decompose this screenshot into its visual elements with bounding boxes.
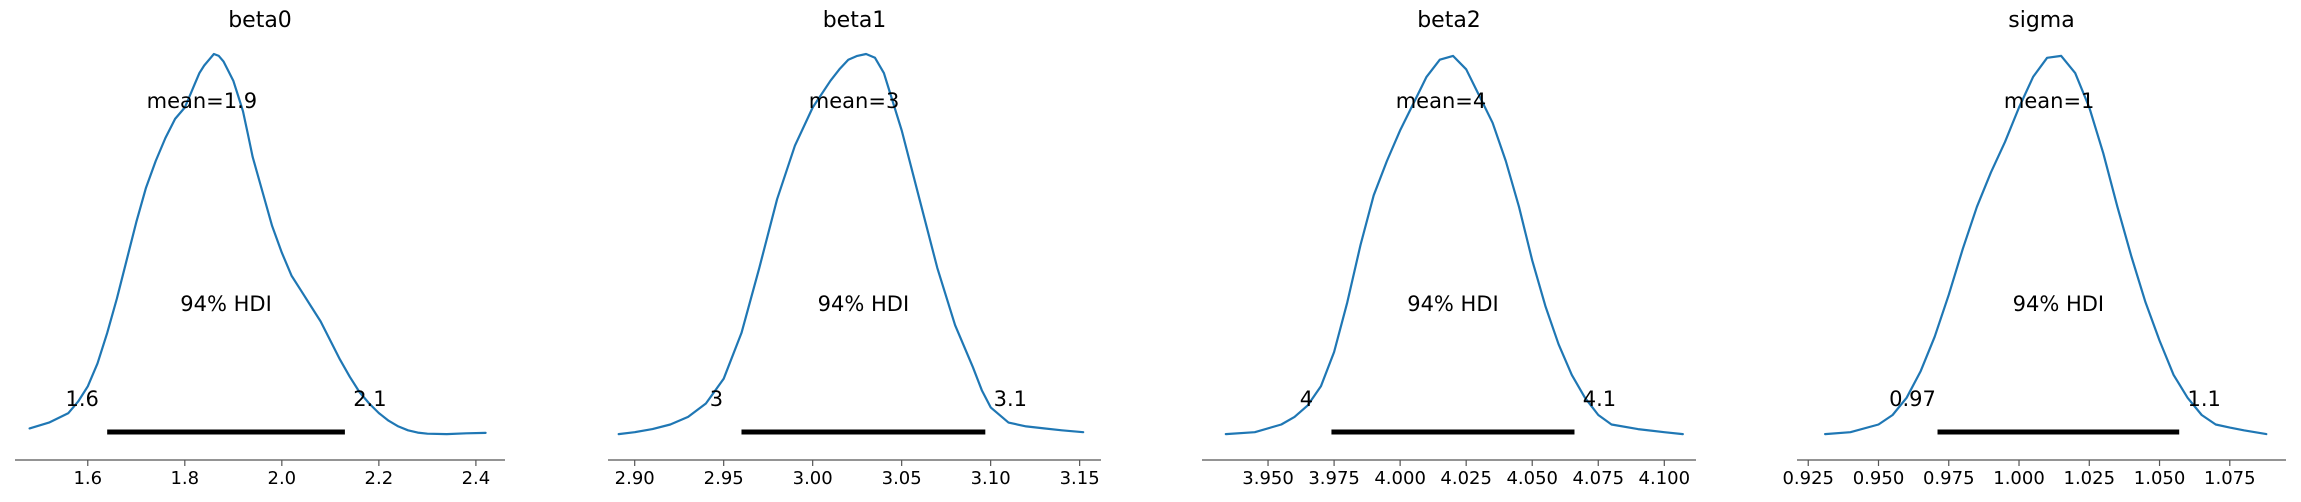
x-tick-label: 1.6 [73,468,102,489]
hdi-low-label: 3 [710,387,723,411]
hdi-high-label: 2.1 [353,387,386,411]
hdi-label: 94% HDI [1407,292,1499,316]
x-tick-label: 0.950 [1853,468,1905,489]
density-curve [617,52,1085,436]
panel-title: beta0 [228,8,292,33]
hdi-label: 94% HDI [180,292,272,316]
x-tick-label: 1.8 [170,468,199,489]
x-tick-label: 1.075 [2204,468,2256,489]
x-tick-label: 4.000 [1374,468,1426,489]
x-tick-label: 1.050 [2134,468,2186,489]
panel-beta1: beta1 mean=3 94% HDI 3 3.1 2.90 2.95 3.00 3.05 3.… [608,8,1101,489]
panel-title: sigma [2008,8,2074,33]
x-tick-label: 3.10 [971,468,1011,489]
x-tick-label: 3.975 [1308,468,1360,489]
hdi-label: 94% HDI [2013,292,2105,316]
mean-label: mean=1 [2004,89,2095,113]
hdi-high-label: 1.1 [2188,387,2221,411]
x-tick-label: 2.90 [615,468,655,489]
density-curve [28,52,487,436]
panel-title: beta1 [823,8,887,33]
x-tick-label: 4.100 [1639,468,1691,489]
x-tick-label: 4.025 [1440,468,1492,489]
x-tick-label: 2.2 [365,468,394,489]
x-tick-label: 4.075 [1572,468,1624,489]
x-tick-label: 2.4 [462,468,491,489]
x-tick-label: 2.95 [704,468,744,489]
x-tick-label: 0.925 [1782,468,1834,489]
hdi-high-label: 4.1 [1583,387,1616,411]
x-tick-label: 1.025 [2064,468,2116,489]
mean-label: mean=4 [1396,89,1487,113]
hdi-low-label: 4 [1300,387,1313,411]
mean-label: mean=3 [809,89,900,113]
hdi-label: 94% HDI [818,292,910,316]
x-tick-label: 0.975 [1923,468,1975,489]
density-curve [1823,54,2268,436]
panel-beta2: beta2 mean=4 94% HDI 4 4.1 3.950 3.975 4.000 4.0… [1202,8,1696,489]
panel-sigma: sigma mean=1 94% HDI 0.97 1.1 0.925 0.950 0.975… [1782,8,2286,489]
density-curve [1224,54,1684,436]
hdi-low-label: 1.6 [65,387,98,411]
x-tick-label: 3.00 [793,468,833,489]
x-tick-label: 1.000 [1993,468,2045,489]
x-tick-label: 3.15 [1060,468,1100,489]
hdi-high-label: 3.1 [994,387,1027,411]
hdi-low-label: 0.97 [1889,387,1936,411]
panel-title: beta2 [1417,8,1481,33]
x-tick-label: 4.050 [1506,468,1558,489]
mean-label: mean=1.9 [147,89,258,113]
x-tick-label: 2.0 [268,468,297,489]
panel-beta0: beta0 mean=1.9 94% HDI 1.6 2.1 1.6 1.8 2.0 2.2 2.… [15,8,505,489]
x-tick-label: 3.950 [1242,468,1294,489]
x-tick-label: 3.05 [882,468,922,489]
